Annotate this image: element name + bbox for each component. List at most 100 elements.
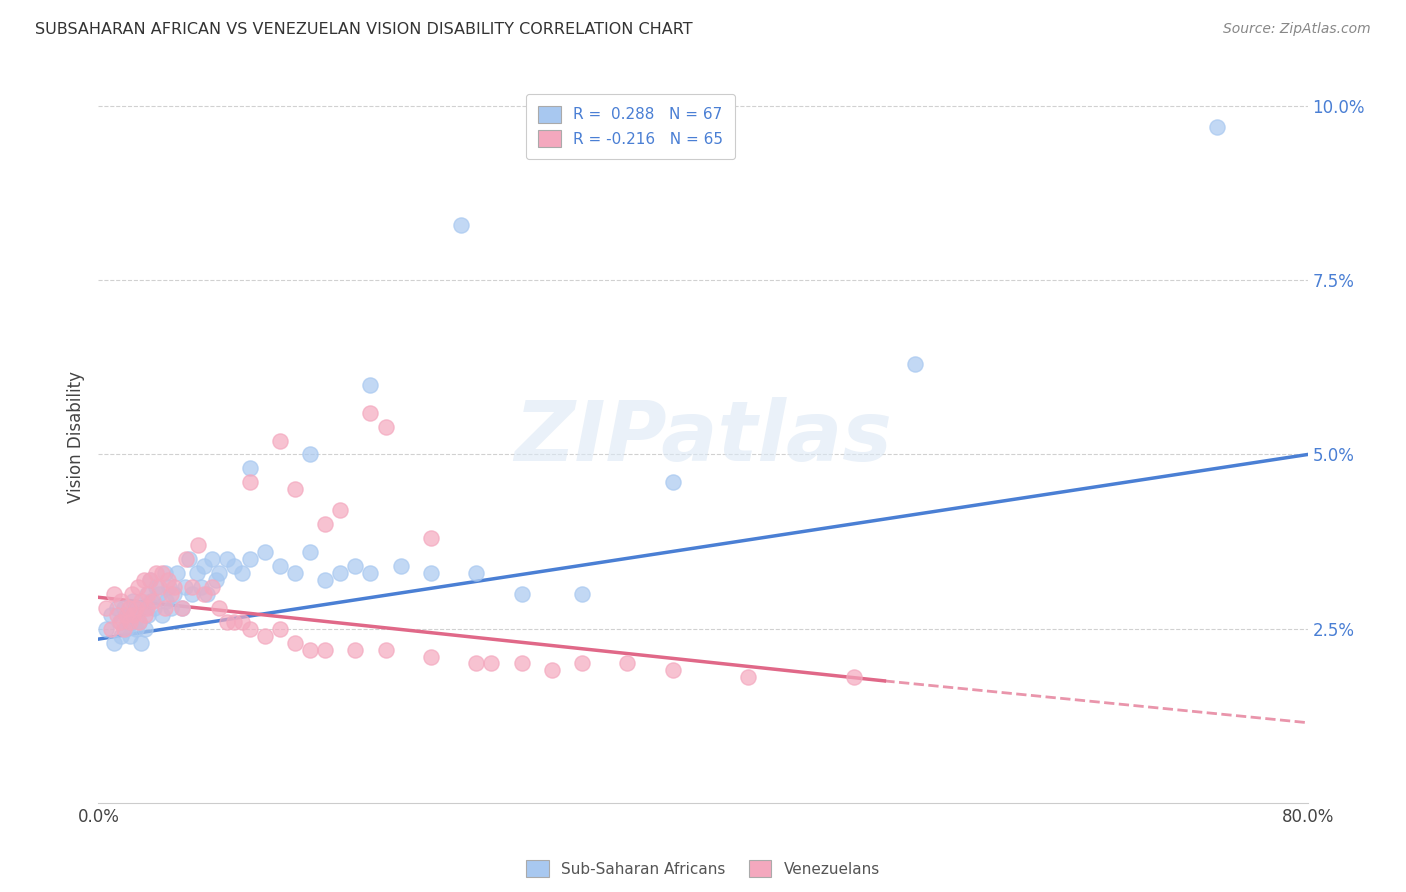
Point: [129, 594, 152, 608]
Point: [170, 600, 193, 615]
Point: [284, 635, 307, 649]
Point: [193, 587, 215, 601]
Point: [844, 670, 866, 684]
Point: [100, 607, 122, 622]
Point: [344, 558, 367, 573]
Point: [132, 600, 155, 615]
Point: [128, 615, 150, 629]
Point: [284, 566, 307, 580]
Point: [616, 657, 638, 671]
Point: [181, 587, 204, 601]
Point: [112, 600, 135, 615]
Point: [329, 503, 352, 517]
Point: [269, 434, 291, 448]
Point: [143, 600, 166, 615]
Point: [314, 573, 336, 587]
Point: [166, 566, 188, 580]
Point: [125, 622, 148, 636]
Point: [201, 552, 224, 566]
Point: [181, 580, 204, 594]
Point: [299, 642, 322, 657]
Point: [153, 600, 176, 615]
Point: [103, 635, 125, 649]
Point: [420, 649, 443, 664]
Point: [269, 558, 291, 573]
Point: [208, 566, 231, 580]
Point: [108, 615, 131, 629]
Point: [127, 580, 149, 594]
Point: [145, 566, 167, 580]
Point: [201, 580, 224, 594]
Point: [450, 218, 472, 232]
Point: [103, 587, 125, 601]
Point: [160, 587, 183, 601]
Point: [163, 587, 186, 601]
Legend: Sub-Saharan Africans, Venezuelans: Sub-Saharan Africans, Venezuelans: [520, 855, 886, 883]
Point: [208, 600, 231, 615]
Point: [571, 587, 593, 601]
Point: [153, 566, 176, 580]
Point: [121, 615, 143, 629]
Point: [904, 357, 927, 371]
Point: [128, 615, 150, 629]
Point: [150, 566, 173, 580]
Point: [190, 580, 212, 594]
Point: [134, 607, 156, 622]
Point: [661, 664, 683, 678]
Text: Source: ZipAtlas.com: Source: ZipAtlas.com: [1223, 22, 1371, 37]
Point: [540, 664, 562, 678]
Point: [139, 573, 162, 587]
Point: [135, 587, 157, 601]
Point: [231, 566, 253, 580]
Point: [108, 615, 131, 629]
Point: [253, 545, 276, 559]
Point: [179, 552, 201, 566]
Point: [239, 475, 262, 490]
Point: [112, 622, 135, 636]
Point: [215, 615, 238, 629]
Point: [510, 587, 533, 601]
Point: [186, 566, 208, 580]
Point: [374, 419, 396, 434]
Point: [1206, 120, 1229, 134]
Point: [134, 622, 156, 636]
Point: [269, 622, 291, 636]
Point: [122, 607, 145, 622]
Point: [571, 657, 593, 671]
Point: [231, 615, 253, 629]
Point: [136, 587, 159, 601]
Point: [510, 657, 533, 671]
Text: SUBSAHARAN AFRICAN VS VENEZUELAN VISION DISABILITY CORRELATION CHART: SUBSAHARAN AFRICAN VS VENEZUELAN VISION …: [35, 22, 693, 37]
Point: [118, 607, 141, 622]
Point: [374, 642, 396, 657]
Point: [737, 670, 759, 684]
Point: [135, 600, 157, 615]
Point: [110, 629, 132, 643]
Point: [253, 629, 276, 643]
Point: [481, 657, 503, 671]
Point: [420, 566, 443, 580]
Point: [121, 587, 143, 601]
Point: [132, 573, 155, 587]
Y-axis label: Vision Disability: Vision Disability: [66, 371, 84, 503]
Point: [156, 573, 179, 587]
Point: [239, 552, 262, 566]
Point: [145, 580, 167, 594]
Text: ZIPatlas: ZIPatlas: [515, 397, 891, 477]
Point: [215, 552, 238, 566]
Point: [114, 622, 136, 636]
Point: [148, 587, 170, 601]
Point: [239, 461, 262, 475]
Point: [389, 558, 412, 573]
Point: [94, 622, 117, 636]
Point: [129, 635, 152, 649]
Point: [224, 558, 246, 573]
Point: [170, 600, 193, 615]
Point: [239, 622, 262, 636]
Point: [127, 600, 149, 615]
Point: [122, 594, 145, 608]
Point: [94, 600, 117, 615]
Point: [139, 573, 162, 587]
Point: [159, 580, 181, 594]
Point: [299, 448, 322, 462]
